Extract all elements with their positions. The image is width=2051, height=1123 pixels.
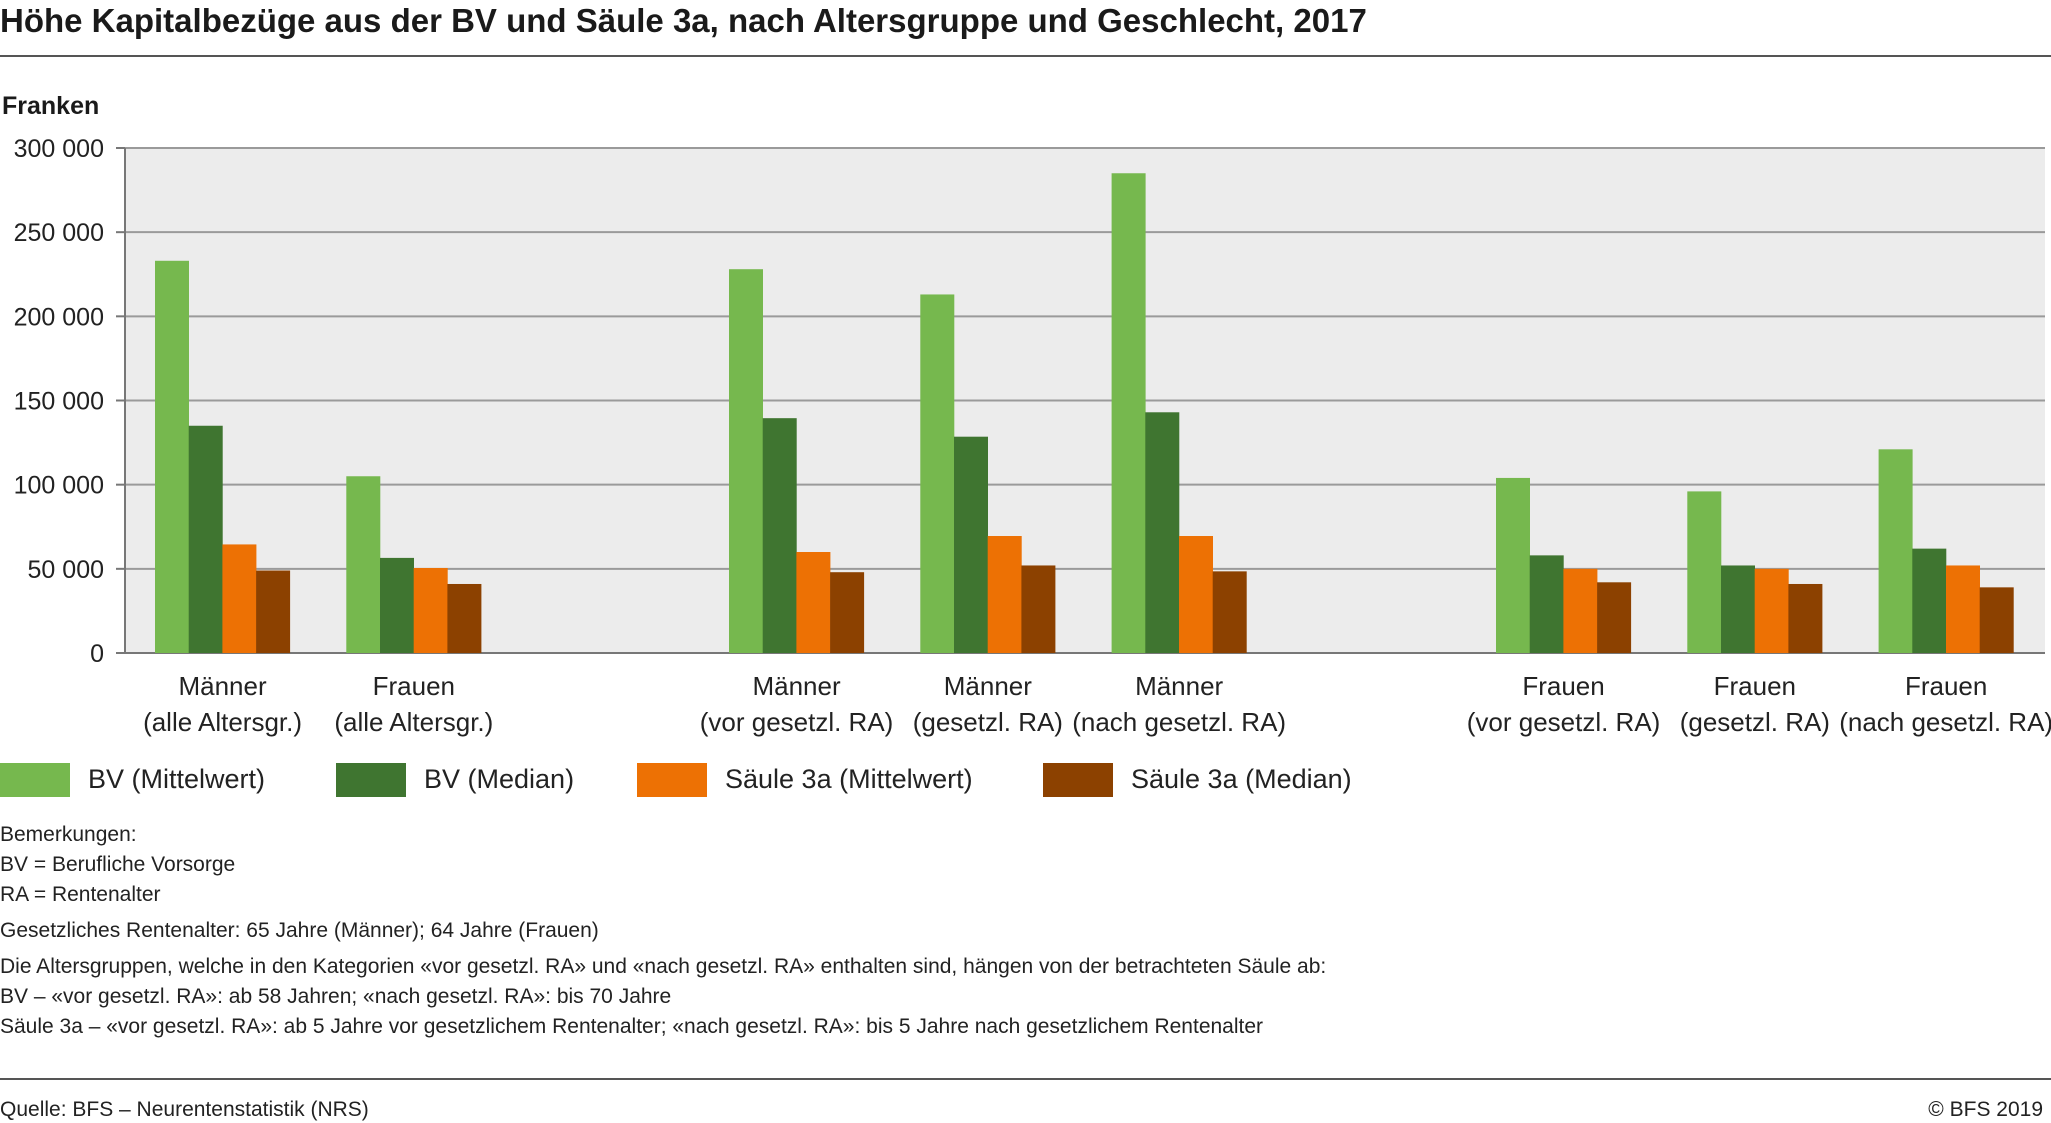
bar	[1721, 565, 1755, 653]
y-tick-label: 200 000	[14, 303, 104, 331]
x-tick-label: (alle Altersgr.)	[334, 707, 493, 737]
notes-heading: Bemerkungen:	[0, 823, 137, 846]
legend-label-bv-mittelwert: BV (Mittelwert)	[88, 764, 266, 794]
bar	[1529, 555, 1564, 653]
bar	[1597, 582, 1632, 653]
x-tick-label: Frauen	[1714, 671, 1796, 701]
x-tick-label: (vor gesetzl. RA)	[700, 707, 894, 737]
source-note: Quelle: BFS – Neurentenstatistik (NRS)	[0, 1098, 369, 1121]
note-line: Gesetzliches Rentenalter: 65 Jahre (Männ…	[0, 919, 599, 942]
y-tick-label: 100 000	[14, 472, 104, 500]
y-axis-unit-label: Franken	[2, 92, 100, 120]
bar-chart: 0 50 000 100 000 150 000 200 000 250 000 300 0…	[14, 135, 2051, 737]
x-tick-label: Männer	[1135, 671, 1223, 701]
legend-label-bv-median: BV (Median)	[424, 764, 575, 794]
y-tick-label: 300 000	[14, 135, 104, 163]
copyright-note: © BFS 2019	[1928, 1098, 2043, 1121]
bar	[155, 260, 189, 653]
y-tick-label: 50 000	[28, 556, 104, 584]
bar	[380, 557, 414, 653]
bar	[188, 425, 223, 653]
legend-swatch-bv-mittelwert	[0, 763, 70, 797]
x-tick-label: Männer	[944, 671, 1032, 701]
chart-title: Höhe Kapitalbezüge aus der BV und Säule …	[0, 2, 1367, 39]
bar	[1496, 477, 1530, 653]
x-tick-label: Männer	[752, 671, 840, 701]
note-line: BV = Berufliche Vorsorge	[0, 853, 236, 876]
bar	[1563, 568, 1598, 653]
bar	[920, 294, 955, 653]
bar	[1021, 565, 1056, 653]
bar	[729, 269, 763, 653]
bar	[987, 536, 1022, 653]
note-line: BV – «vor gesetzl. RA»: ab 58 Jahren; «n…	[0, 985, 672, 1008]
bar	[1111, 173, 1146, 653]
bar	[762, 418, 797, 653]
bar	[1179, 536, 1213, 653]
bar	[1754, 568, 1789, 653]
legend-label-saeule3a-median: Säule 3a (Median)	[1131, 764, 1352, 794]
y-tick-label: 250 000	[14, 219, 104, 247]
x-tick-label: (vor gesetzl. RA)	[1467, 707, 1661, 737]
y-tick-label: 150 000	[14, 388, 104, 416]
bar	[1912, 548, 1947, 653]
x-tick-label: (nach gesetzl. RA)	[1839, 707, 2051, 737]
bar	[954, 436, 988, 653]
title-divider	[0, 55, 2051, 57]
chart-notes: Bemerkungen: BV = Berufliche Vorsorge RA…	[0, 820, 1326, 1042]
x-tick-label: Männer	[178, 671, 266, 701]
legend-swatch-bv-median	[336, 763, 406, 797]
x-tick-label: (nach gesetzl. RA)	[1072, 707, 1286, 737]
x-tick-label: (alle Altersgr.)	[143, 707, 302, 737]
x-tick-label: (gesetzl. RA)	[913, 707, 1063, 737]
bar	[346, 476, 381, 653]
bar	[1878, 449, 1913, 653]
bar	[1946, 565, 1980, 653]
legend-swatch-saeule3a-mittelwert	[637, 763, 707, 797]
bar	[1145, 412, 1180, 653]
legend-label-saeule3a-mittelwert: Säule 3a (Mittelwert)	[725, 764, 973, 794]
x-tick-label: Frauen	[1905, 671, 1987, 701]
bar	[1979, 587, 2014, 653]
footer-divider	[0, 1078, 2051, 1080]
bar	[1687, 491, 1722, 653]
y-tick-label: 0	[90, 640, 104, 668]
bar	[1212, 571, 1247, 653]
bar	[1788, 583, 1823, 653]
bar	[222, 544, 257, 653]
note-line: RA = Rentenalter	[0, 883, 161, 906]
bar	[796, 552, 831, 653]
bar	[413, 567, 448, 653]
legend-swatch-saeule3a-median	[1043, 763, 1113, 797]
x-tick-label: (gesetzl. RA)	[1680, 707, 1830, 737]
bar	[447, 583, 482, 653]
x-tick-label: Frauen	[373, 671, 455, 701]
note-line: Die Altersgruppen, welche in den Kategor…	[0, 955, 1327, 978]
x-tick-label: Frauen	[1522, 671, 1604, 701]
bar	[830, 572, 865, 653]
note-line: Säule 3a – «vor gesetzl. RA»: ab 5 Jahre…	[0, 1015, 1264, 1038]
bar	[256, 570, 291, 653]
